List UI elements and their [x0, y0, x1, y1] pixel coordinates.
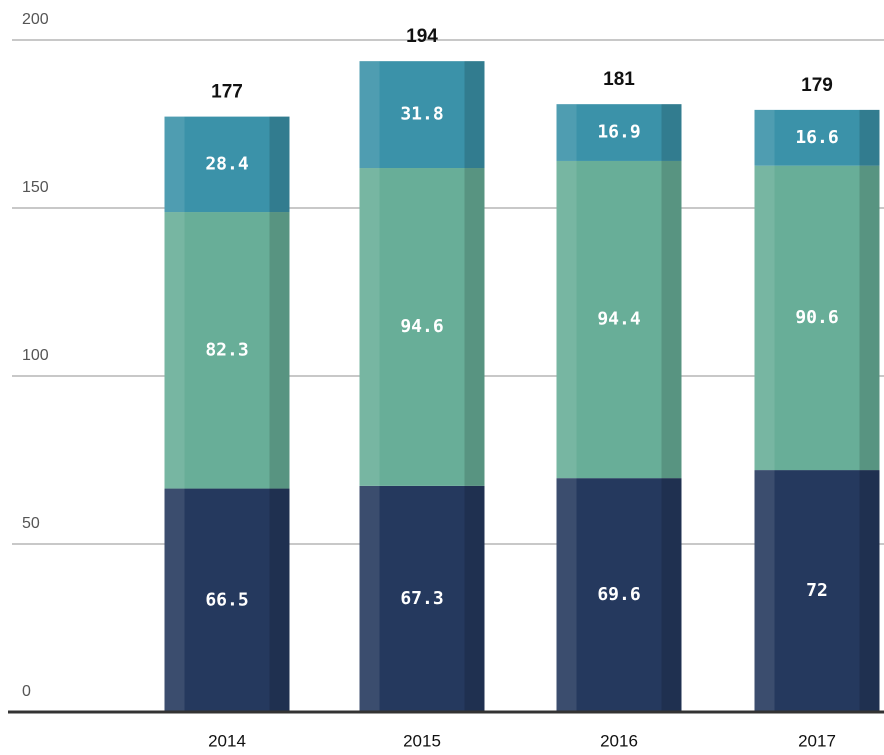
segment-label: 31.8: [400, 104, 443, 125]
total-label: 181: [603, 69, 635, 90]
y-tick-label: 200: [22, 11, 49, 28]
segment-label: 28.4: [205, 153, 249, 174]
bar-segment: [754, 470, 880, 712]
segment-label: 72: [806, 580, 828, 601]
x-tick-label: 2014: [208, 731, 246, 750]
bar-segment: [164, 212, 290, 489]
segment-label: 94.6: [400, 316, 443, 337]
segment-label: 69.6: [597, 584, 640, 605]
segment-label: 67.3: [400, 588, 443, 609]
y-tick-label: 150: [22, 179, 49, 196]
bar-segment: [754, 165, 880, 471]
bar-shadow: [464, 61, 485, 713]
segment-label: 16.6: [795, 127, 838, 148]
y-tick-label: 50: [22, 515, 40, 532]
bar-segment: [359, 485, 485, 712]
y-tick-label: 0: [22, 683, 31, 700]
x-tick-label: 2016: [600, 731, 638, 750]
bar-segment: [556, 104, 682, 161]
bar-segment: [754, 109, 880, 166]
bar-shadow: [269, 116, 290, 712]
bar-highlight: [754, 109, 775, 712]
x-tick-label: 2017: [798, 731, 836, 750]
y-tick-label: 100: [22, 347, 49, 364]
bar-highlight: [164, 116, 185, 712]
segment-label: 16.9: [597, 122, 640, 143]
segment-label: 66.5: [205, 589, 248, 610]
bar-segment: [359, 168, 485, 486]
bar-segment: [164, 116, 290, 213]
bar-shadow: [859, 109, 880, 712]
total-label: 179: [801, 75, 833, 96]
total-label: 177: [211, 82, 243, 103]
x-tick-label: 2015: [403, 731, 441, 750]
bar-segment: [556, 478, 682, 712]
segment-label: 82.3: [205, 339, 248, 360]
bar-segment: [359, 61, 485, 169]
segment-label: 90.6: [795, 307, 838, 328]
bar-segment: [164, 488, 290, 712]
bar-highlight: [556, 104, 577, 712]
segment-label: 94.4: [597, 309, 641, 330]
bar-highlight: [359, 61, 380, 713]
total-label: 194: [406, 26, 438, 47]
bar-segment: [556, 160, 682, 479]
bar-shadow: [661, 104, 682, 712]
